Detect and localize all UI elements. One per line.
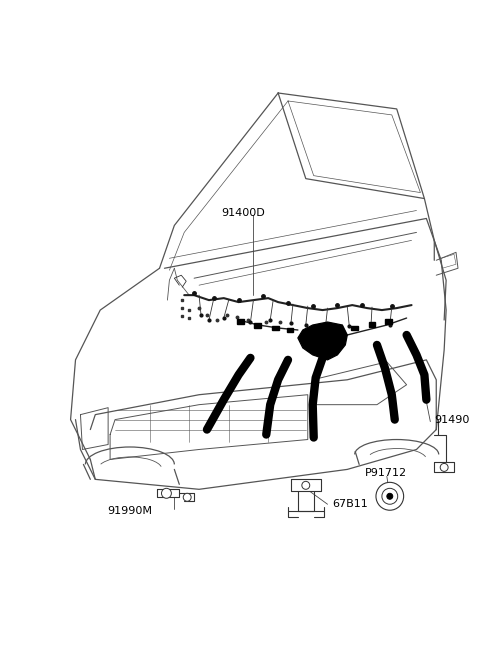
Text: 91490: 91490 xyxy=(434,415,469,424)
Bar xyxy=(369,321,375,327)
Circle shape xyxy=(376,482,404,510)
Text: 91400D: 91400D xyxy=(221,209,264,218)
Bar xyxy=(272,325,278,331)
Bar xyxy=(351,325,358,331)
Circle shape xyxy=(440,463,448,472)
Bar xyxy=(385,319,392,323)
Bar xyxy=(254,323,261,327)
Text: 67B11: 67B11 xyxy=(333,499,368,509)
Text: 91990M: 91990M xyxy=(108,506,152,516)
Circle shape xyxy=(382,488,398,504)
Bar xyxy=(237,319,244,323)
Circle shape xyxy=(183,493,191,501)
Circle shape xyxy=(302,482,310,489)
Circle shape xyxy=(387,493,393,499)
Circle shape xyxy=(161,488,171,499)
Bar xyxy=(287,327,293,333)
Text: P91712: P91712 xyxy=(365,468,407,478)
Polygon shape xyxy=(298,322,348,360)
